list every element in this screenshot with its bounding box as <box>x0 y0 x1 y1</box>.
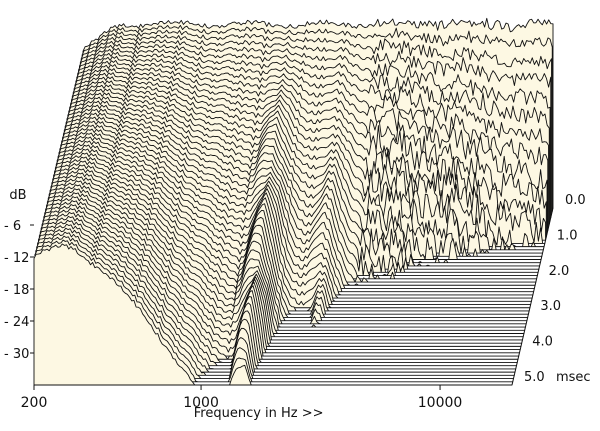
z-tick-label-2: 2.0 <box>549 264 570 279</box>
z-tick-label-1: 1.0 <box>557 228 578 243</box>
z-tick-label-3: 3.0 <box>540 299 561 314</box>
slice-group <box>33 17 554 386</box>
x-tick-label-0: 200 <box>21 395 48 411</box>
y-tick-label-1: - 12 <box>4 251 29 266</box>
z-axis-line <box>511 207 554 386</box>
x-tick-label-1: 1000 <box>183 395 219 411</box>
y-tick-label-0: - 6 <box>4 219 21 234</box>
x-tick-label-2: 10000 <box>418 395 463 411</box>
z-tick-label-4: 4.0 <box>532 335 553 350</box>
z-tick-label-5: 5.0 <box>524 370 545 385</box>
y-tick-label-3: - 24 <box>4 315 29 330</box>
y-tick-label-4: - 30 <box>4 347 29 362</box>
y-axis-title: dB <box>9 188 26 203</box>
z-axis-title: msec <box>556 370 591 385</box>
y-tick-label-2: - 18 <box>4 283 29 298</box>
x-axis-title: Frequency in Hz >> <box>194 406 324 421</box>
axes-group: 200 1000 10000 Frequency in Hz >> dB - 6 - 12 -… <box>4 188 591 421</box>
z-tick-label-0: 0.0 <box>565 193 586 208</box>
